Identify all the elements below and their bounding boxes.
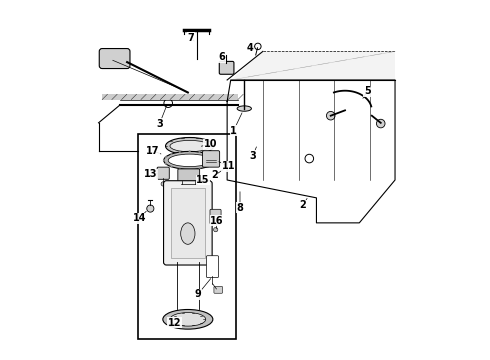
Circle shape: [207, 153, 209, 155]
Ellipse shape: [170, 312, 206, 326]
Circle shape: [189, 150, 191, 153]
Text: 2: 2: [211, 170, 218, 180]
Text: 5: 5: [364, 86, 370, 96]
Circle shape: [179, 151, 181, 153]
Circle shape: [164, 99, 172, 108]
FancyBboxPatch shape: [214, 287, 222, 293]
Circle shape: [214, 228, 218, 232]
Text: 6: 6: [219, 53, 225, 63]
Circle shape: [161, 182, 165, 186]
Circle shape: [207, 166, 209, 168]
Circle shape: [198, 167, 200, 170]
Text: 14: 14: [132, 213, 146, 223]
FancyBboxPatch shape: [157, 167, 169, 179]
Text: 9: 9: [195, 289, 201, 299]
FancyBboxPatch shape: [202, 151, 220, 167]
Circle shape: [305, 154, 314, 163]
Circle shape: [189, 168, 191, 170]
Text: 16: 16: [210, 216, 224, 226]
Circle shape: [163, 159, 165, 161]
FancyBboxPatch shape: [220, 62, 234, 74]
Circle shape: [212, 156, 215, 158]
Circle shape: [147, 205, 154, 212]
Circle shape: [165, 156, 167, 158]
Ellipse shape: [170, 140, 209, 152]
Circle shape: [326, 111, 335, 120]
Text: 2: 2: [299, 200, 306, 210]
Ellipse shape: [164, 152, 216, 169]
Ellipse shape: [168, 154, 211, 167]
Ellipse shape: [181, 223, 195, 244]
Circle shape: [255, 43, 261, 50]
FancyBboxPatch shape: [171, 188, 205, 257]
Circle shape: [214, 159, 217, 161]
Circle shape: [179, 167, 181, 170]
Text: 3: 3: [156, 118, 163, 129]
Circle shape: [376, 119, 385, 128]
Text: 7: 7: [188, 33, 195, 43]
Ellipse shape: [237, 106, 251, 111]
FancyBboxPatch shape: [164, 181, 212, 265]
Text: 11: 11: [221, 161, 235, 171]
Text: 8: 8: [237, 203, 244, 212]
Ellipse shape: [163, 310, 213, 329]
FancyBboxPatch shape: [210, 209, 221, 224]
Circle shape: [171, 153, 172, 155]
Text: 3: 3: [249, 151, 256, 161]
FancyBboxPatch shape: [99, 49, 130, 68]
Circle shape: [212, 163, 215, 165]
FancyBboxPatch shape: [178, 169, 199, 182]
Text: 1: 1: [230, 126, 237, 136]
Text: 17: 17: [146, 146, 160, 156]
FancyBboxPatch shape: [206, 256, 219, 278]
FancyBboxPatch shape: [138, 134, 236, 339]
Text: 15: 15: [196, 175, 210, 185]
Text: 12: 12: [168, 318, 181, 328]
Ellipse shape: [166, 138, 214, 155]
Text: 10: 10: [204, 139, 217, 149]
Circle shape: [165, 163, 167, 165]
Polygon shape: [102, 94, 238, 100]
Circle shape: [171, 166, 172, 168]
Text: 4: 4: [246, 43, 253, 53]
Text: 13: 13: [144, 169, 158, 179]
Circle shape: [198, 151, 200, 153]
Polygon shape: [231, 51, 395, 80]
